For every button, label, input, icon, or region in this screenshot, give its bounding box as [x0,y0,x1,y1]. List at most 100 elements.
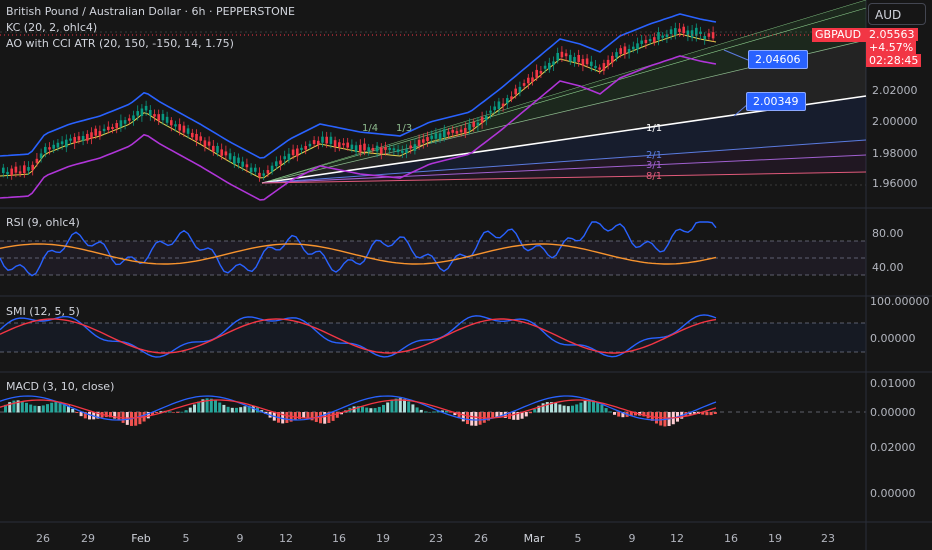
macd-histogram-bar [428,411,432,413]
macd-histogram-bar [541,403,545,413]
macd-histogram-bar [239,407,243,413]
time-axis-label: 9 [628,532,636,545]
candle [489,110,492,113]
macd-indicator-label[interactable]: MACD (3, 10, close) [6,380,115,393]
macd-histogram-bar [520,412,524,419]
macd-histogram-bar [54,401,58,413]
macd-histogram-bar [50,402,54,413]
candle [312,140,316,145]
candle [422,139,425,143]
candle [111,127,114,130]
macd-histogram-bar [457,412,461,419]
macd-histogram-bar [575,404,579,413]
candle [102,128,106,132]
fan-line [261,171,867,184]
time-axis-label: 9 [236,532,244,545]
macd-histogram-bar [172,412,175,413]
candle [224,151,228,156]
callout-upper[interactable]: 2.04606 [748,50,808,69]
macd-histogram-bar [4,404,7,413]
candle [262,173,265,176]
candle [611,55,614,63]
candle [254,167,257,172]
rsi-indicator-label[interactable]: RSI (9, ohlc4) [6,216,80,229]
candle [338,142,341,147]
macd-histogram-bar [621,412,625,418]
macd-histogram-bar [705,412,709,416]
macd-histogram-bar [613,412,616,415]
candle [384,147,387,150]
candle [23,165,26,174]
kc-indicator-label[interactable]: KC (20, 2, ohlc4) [6,21,98,34]
candle [556,52,559,61]
candle [199,136,202,141]
macd-histogram-bar [197,401,201,413]
price-change: +4.57% [866,41,917,54]
candle [569,54,572,62]
callout-lower[interactable]: 2.00349 [746,92,806,111]
macd-histogram-bar [495,412,499,418]
candle [459,129,463,133]
candle [711,32,715,39]
candle [94,128,97,136]
candle [153,114,156,117]
price-axis-label: 2.02000 [872,84,918,97]
macd-pane [0,395,717,427]
macd-histogram-bar [466,412,469,425]
candle [107,126,110,131]
candle [86,133,89,141]
candle [241,161,244,167]
candle [31,164,34,171]
candle [695,27,698,36]
candle [191,132,194,138]
candle [212,145,215,152]
candle [132,115,135,121]
macd-histogram-bar [474,412,478,426]
macd-histogram-bar [356,406,360,413]
currency-selector[interactable]: AUD [868,3,926,25]
candle [577,55,580,63]
candle [632,46,635,50]
macd-histogram-bar [331,412,335,421]
macd-histogram-bar [243,406,247,413]
macd-histogram-bar [562,405,566,413]
macd-histogram-bar [226,406,230,413]
candle [644,39,648,44]
macd-histogram-bar [516,412,520,420]
macd-histogram-bar [167,411,171,413]
candle [661,35,664,38]
candle [237,157,240,164]
macd-histogram-bar [642,412,646,417]
candle [686,30,690,36]
macd-histogram-bar [369,408,373,413]
macd-histogram-bar [713,412,717,414]
smi-signal-line [0,318,717,354]
rsi-ma-line [0,243,717,265]
smi-axis-label: 0.00000 [870,332,916,345]
candle [573,56,576,63]
macd-histogram-bar [96,412,100,419]
ao-indicator-label[interactable]: AO with CCI ATR (20, 150, -150, 14, 1.75… [6,37,234,50]
candle [669,29,673,34]
macd-histogram-bar [629,412,633,417]
macd-histogram-bar [285,412,289,423]
candle [346,142,349,148]
time-axis-label: Feb [131,532,151,545]
macd-histogram-bar [214,400,217,413]
last-price: 2.05563 [866,28,918,41]
macd-histogram-bar [646,412,650,419]
candle [170,120,173,126]
candle [409,145,412,149]
candle [527,77,530,84]
macd-histogram-bar [16,400,20,413]
candle [417,139,421,146]
smi-indicator-label[interactable]: SMI (12, 5, 5) [6,305,80,318]
macd-histogram-bar [365,407,369,413]
macd-histogram-bar [41,405,45,413]
candle [157,114,160,121]
candle [552,61,555,66]
candlesticks [0,22,866,182]
candle [333,140,337,147]
macd-histogram-bar [20,401,24,413]
